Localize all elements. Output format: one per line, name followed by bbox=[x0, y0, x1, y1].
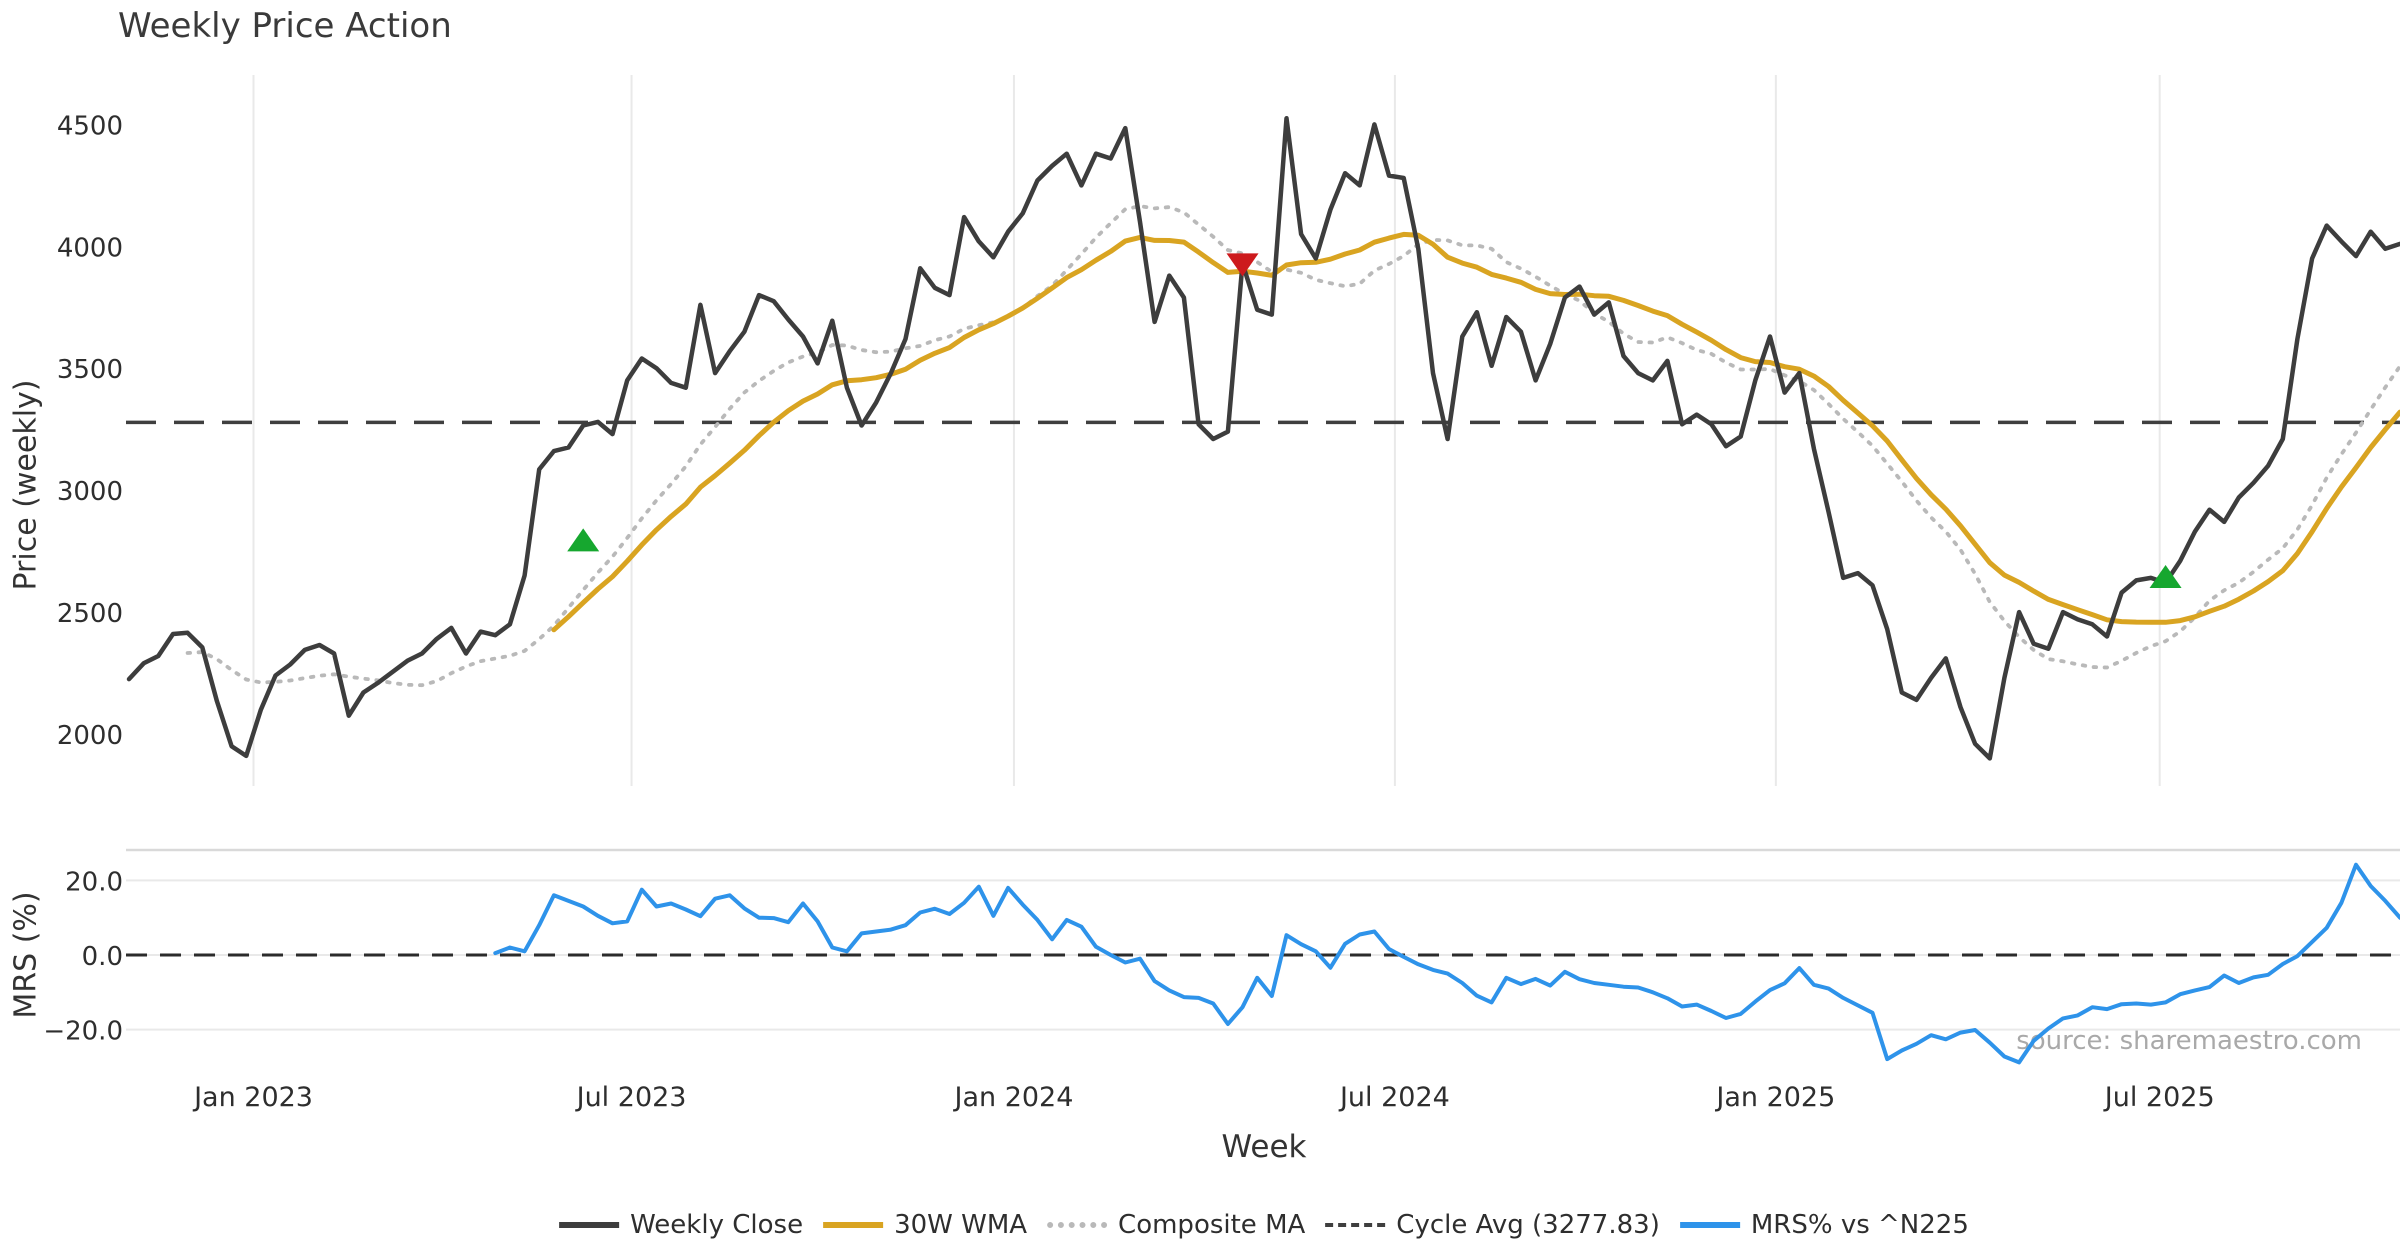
x-tick-label: Jan 2023 bbox=[192, 1082, 313, 1113]
x-tick-label: Jan 2024 bbox=[952, 1082, 1073, 1113]
mrs-tick-label: −20.0 bbox=[43, 1017, 123, 1047]
x-tick-label: Jul 2023 bbox=[575, 1082, 687, 1113]
legend-label: MRS% vs ^N225 bbox=[1750, 1210, 1969, 1240]
sell-signal-marker bbox=[1226, 253, 1259, 277]
composite-ma-dotted-swatch-icon bbox=[1047, 1222, 1108, 1228]
legend-item-cycle-avg: Cycle Avg (3277.83) bbox=[1325, 1210, 1660, 1240]
mrs-tick-label: 0.0 bbox=[82, 942, 123, 972]
weekly-close-line bbox=[126, 116, 2400, 761]
legend-label: Cycle Avg (3277.83) bbox=[1396, 1210, 1660, 1240]
price-tick-label: 2000 bbox=[57, 721, 123, 751]
legend-label: Weekly Close bbox=[630, 1210, 804, 1240]
source-watermark: source: sharemaestro.com bbox=[2016, 1026, 2362, 1056]
mrs-axis-title: MRS (%) bbox=[8, 891, 44, 1019]
wma-line-swatch-icon bbox=[823, 1222, 884, 1228]
price-tick-label: 4000 bbox=[57, 233, 123, 263]
mrs-line-swatch-icon bbox=[1679, 1222, 1740, 1228]
legend-label: Composite MA bbox=[1118, 1210, 1306, 1240]
chart-legend: Weekly Close 30W WMA Composite MA Cycle … bbox=[559, 1210, 1969, 1240]
mrs-line bbox=[493, 862, 2400, 1065]
wma-30w-line bbox=[551, 231, 2400, 633]
cycle-avg-dashed-swatch-icon bbox=[1325, 1223, 1386, 1227]
legend-item-weekly-close: Weekly Close bbox=[559, 1210, 803, 1240]
legend-item-composite-ma: Composite MA bbox=[1047, 1210, 1305, 1240]
legend-item-30w-wma: 30W WMA bbox=[823, 1210, 1027, 1240]
price-axis-title: Price (weekly) bbox=[8, 379, 44, 591]
buy-signal-marker bbox=[2149, 564, 2182, 588]
mrs-tick-label: 20.0 bbox=[65, 867, 123, 897]
x-axis-title: Week bbox=[1221, 1129, 1307, 1165]
price-tick-label: 3500 bbox=[57, 355, 123, 385]
price-tick-label: 4500 bbox=[57, 111, 123, 141]
price-tick-label: 2500 bbox=[57, 599, 123, 629]
x-tick-label: Jan 2025 bbox=[1714, 1082, 1835, 1113]
x-tick-label: Jul 2025 bbox=[2103, 1082, 2215, 1113]
weekly-close-line-swatch-icon bbox=[559, 1222, 620, 1228]
x-tick-label: Jul 2024 bbox=[1338, 1082, 1450, 1113]
composite-ma-line bbox=[185, 204, 2400, 688]
buy-signal-marker bbox=[567, 528, 600, 552]
legend-label: 30W WMA bbox=[894, 1210, 1028, 1240]
chart-title: Weekly Price Action bbox=[118, 6, 452, 46]
legend-item-mrs: MRS% vs ^N225 bbox=[1679, 1210, 1969, 1240]
price-tick-label: 3000 bbox=[57, 477, 123, 507]
